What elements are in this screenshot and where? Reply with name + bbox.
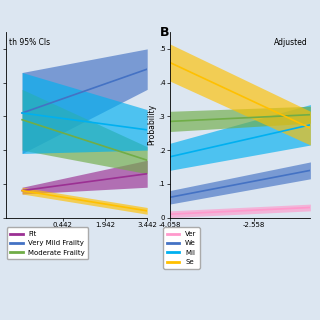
Y-axis label: Probability: Probability <box>147 104 156 145</box>
Legend: Fit, Very Mild Frailty, Moderate Frailty: Fit, Very Mild Frailty, Moderate Frailty <box>7 228 88 260</box>
X-axis label: score: score <box>67 230 87 240</box>
Text: Adjusted: Adjusted <box>274 37 308 47</box>
Text: th 95% CIs: th 95% CIs <box>9 37 50 47</box>
Text: B: B <box>160 26 170 39</box>
Legend: Ver, We, Mil, Se: Ver, We, Mil, Se <box>164 228 200 269</box>
